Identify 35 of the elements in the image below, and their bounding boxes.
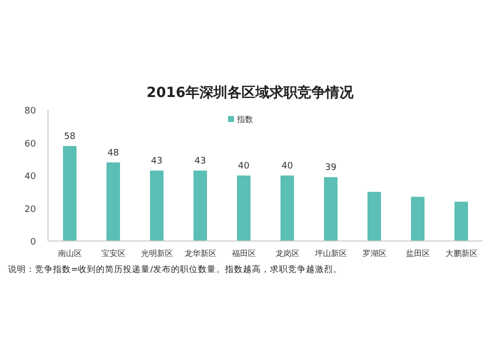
x-tick-label: 大鹏新区: [445, 249, 478, 258]
x-tick-label: 龙岗区: [275, 249, 300, 258]
text: 说明：竞争指数=收到的简历投递量/发布的职位数量。指数越高，求职竞争越激烈。: [8, 264, 342, 275]
x-tick-label: 光明新区: [140, 249, 173, 258]
data-label: 43: [194, 156, 206, 167]
chart-title: 2016年深圳各区域求职竞争情况: [146, 84, 354, 101]
x-tick-label: 宝安区: [101, 249, 126, 258]
y-tick-label: 60: [24, 139, 36, 150]
bar: [454, 202, 468, 241]
x-tick-label: 南山区: [58, 249, 82, 258]
x-tick-label: 龙华新区: [184, 249, 216, 258]
data-label: 40: [238, 162, 250, 172]
y-tick-label: 80: [24, 106, 36, 116]
y-tick-label: 0: [30, 238, 36, 248]
x-tick-label: 坪山新区: [314, 249, 347, 258]
bar: [324, 177, 338, 241]
bar: [194, 170, 207, 241]
x-tick-label: 罗湖区: [362, 249, 386, 258]
data-label: 39: [325, 163, 337, 174]
bar: [63, 146, 76, 241]
data-label: 43: [151, 156, 162, 167]
bar: [411, 196, 424, 241]
y-tick-label: 40: [24, 172, 36, 182]
data-label: 58: [64, 132, 76, 142]
y-tick-label: 20: [24, 204, 36, 215]
bar: [106, 162, 120, 241]
x-tick-label: 福田区: [232, 249, 256, 258]
bar: [150, 170, 164, 241]
legend-label: 指数: [236, 115, 253, 124]
data-label: 40: [282, 162, 294, 172]
bar: [368, 192, 381, 241]
x-tick-label: 盐田区: [406, 249, 430, 258]
bar: [280, 176, 294, 241]
bar: [237, 176, 250, 241]
data-label: 48: [108, 148, 120, 158]
